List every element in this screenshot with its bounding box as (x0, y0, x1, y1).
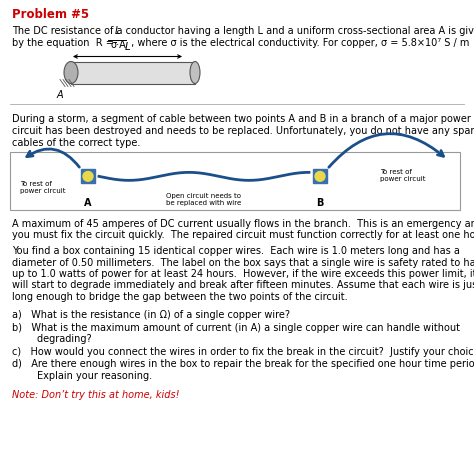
Text: cables of the correct type.: cables of the correct type. (12, 137, 140, 147)
Text: Open circuit needs to
be replaced with wire: Open circuit needs to be replaced with w… (166, 193, 242, 206)
Text: up to 1.0 watts of power for at least 24 hours.  However, if the wire exceeds th: up to 1.0 watts of power for at least 24… (12, 269, 474, 279)
Text: σ·A: σ·A (110, 40, 126, 50)
Text: circuit has been destroyed and needs to be replaced. Unfortunately, you do not h: circuit has been destroyed and needs to … (12, 126, 474, 136)
Circle shape (83, 172, 93, 182)
FancyBboxPatch shape (10, 153, 460, 211)
FancyBboxPatch shape (313, 170, 327, 184)
Text: Note: Don’t try this at home, kids!: Note: Don’t try this at home, kids! (12, 389, 180, 398)
FancyBboxPatch shape (81, 170, 95, 184)
Text: , where σ is the electrical conductivity. For copper, σ = 5.8×10⁷ S / m: , where σ is the electrical conductivity… (128, 38, 469, 47)
Text: you must fix the circuit quickly.  The repaired circuit must function correctly : you must fix the circuit quickly. The re… (12, 230, 474, 240)
Text: To rest of
power circuit: To rest of power circuit (380, 168, 426, 182)
Text: d)   Are there enough wires in the box to repair the break for the specified one: d) Are there enough wires in the box to … (12, 359, 474, 369)
Text: L: L (125, 41, 131, 51)
Text: A: A (84, 197, 92, 207)
Text: Problem #5: Problem #5 (12, 8, 89, 21)
Text: A maximum of 45 amperes of DC current usually flows in the branch.  This is an e: A maximum of 45 amperes of DC current us… (12, 218, 474, 229)
Circle shape (315, 172, 325, 182)
Text: diameter of 0.50 millimeters.  The label on the box says that a single wire is s: diameter of 0.50 millimeters. The label … (12, 257, 474, 267)
Text: L: L (114, 27, 120, 36)
Text: During a storm, a segment of cable between two points A and B in a branch of a m: During a storm, a segment of cable betwe… (12, 114, 471, 124)
Text: The DC resistance of a conductor having a length L and a uniform cross-sectional: The DC resistance of a conductor having … (12, 26, 474, 36)
Text: A: A (57, 90, 64, 99)
Ellipse shape (64, 62, 78, 84)
FancyBboxPatch shape (71, 62, 195, 84)
Text: You find a box containing 15 identical copper wires.  Each wire is 1.0 meters lo: You find a box containing 15 identical c… (12, 246, 460, 256)
Text: b)   What is the maximum amount of current (in A) a single copper wire can handl: b) What is the maximum amount of current… (12, 322, 460, 332)
Text: degrading?: degrading? (12, 334, 91, 344)
Text: c)   How would you connect the wires in order to fix the break in the circuit?  : c) How would you connect the wires in or… (12, 346, 474, 356)
Ellipse shape (190, 62, 200, 84)
Text: long enough to bridge the gap between the two points of the circuit.: long enough to bridge the gap between th… (12, 291, 347, 302)
Text: B: B (316, 197, 324, 207)
Text: a)   What is the resistance (in Ω) of a single copper wire?: a) What is the resistance (in Ω) of a si… (12, 310, 290, 320)
Text: Explain your reasoning.: Explain your reasoning. (12, 370, 152, 380)
Text: will start to degrade immediately and break after fifteen minutes. Assume that e: will start to degrade immediately and br… (12, 280, 474, 290)
Text: by the equation  R =: by the equation R = (12, 38, 114, 47)
Text: To rest of
power circuit: To rest of power circuit (20, 180, 65, 194)
